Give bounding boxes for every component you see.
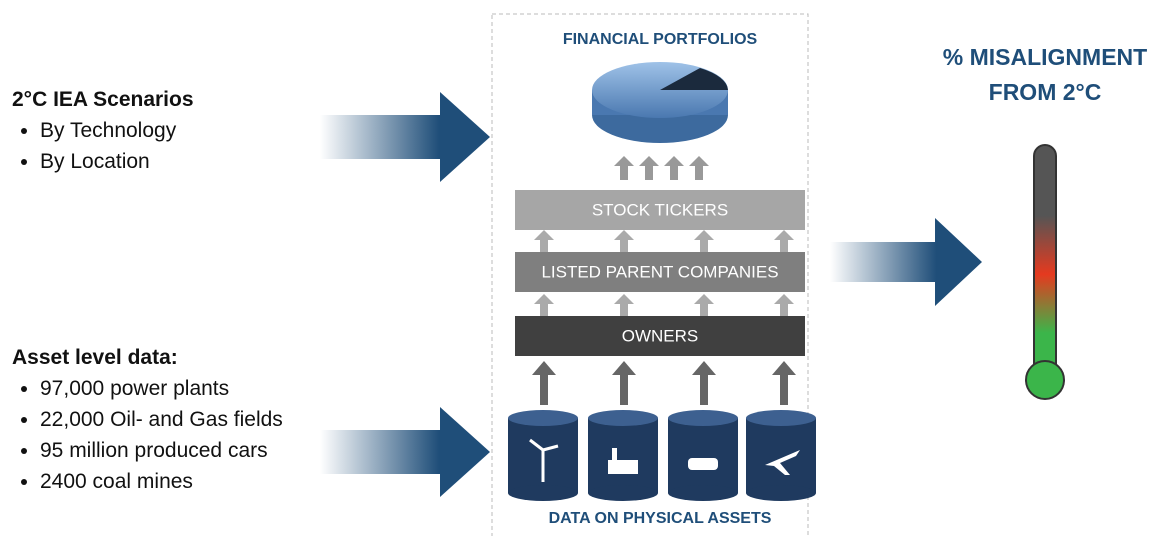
layer (515, 316, 805, 356)
layer-label: STOCK TICKERS (592, 200, 728, 219)
thermometer (1025, 144, 1065, 400)
up-arrows (534, 230, 794, 316)
label: FINANCIAL PORTFOLIOS (563, 31, 758, 48)
list: By Technology By Location (12, 115, 194, 177)
arrow (320, 407, 490, 497)
heading: 2°C IEA Scenarios (12, 88, 194, 111)
arrow (320, 92, 490, 182)
pie (592, 62, 728, 143)
layer (515, 252, 805, 292)
item: 95 million produced cars (40, 435, 283, 466)
title: % MISALIGNMENT (943, 44, 1147, 70)
label: DATA ON PHYSICAL ASSETS (549, 510, 772, 527)
layer-label: OWNERS (622, 326, 699, 345)
heading: Asset level data: (12, 346, 178, 369)
item: 2400 coal mines (40, 466, 283, 497)
arrow (830, 218, 982, 306)
item: 22,000 Oil- and Gas fields (40, 404, 283, 435)
text-block: Asset level data: 97,000 power plants 22… (12, 342, 283, 497)
layer (515, 190, 805, 230)
list: 97,000 power plants 22,000 Oil- and Gas … (12, 373, 283, 497)
item: 97,000 power plants (40, 373, 283, 404)
title: FROM 2°C (989, 79, 1102, 105)
layer-label: LISTED PARENT COMPANIES (541, 262, 778, 281)
frame (491, 13, 809, 536)
up-arrows (532, 361, 796, 405)
small-arrows (614, 156, 709, 180)
cylinders (508, 410, 816, 501)
item: By Technology (40, 115, 194, 146)
item: By Location (40, 146, 194, 177)
text-block: 2°C IEA Scenarios By Technology By Locat… (12, 84, 194, 177)
